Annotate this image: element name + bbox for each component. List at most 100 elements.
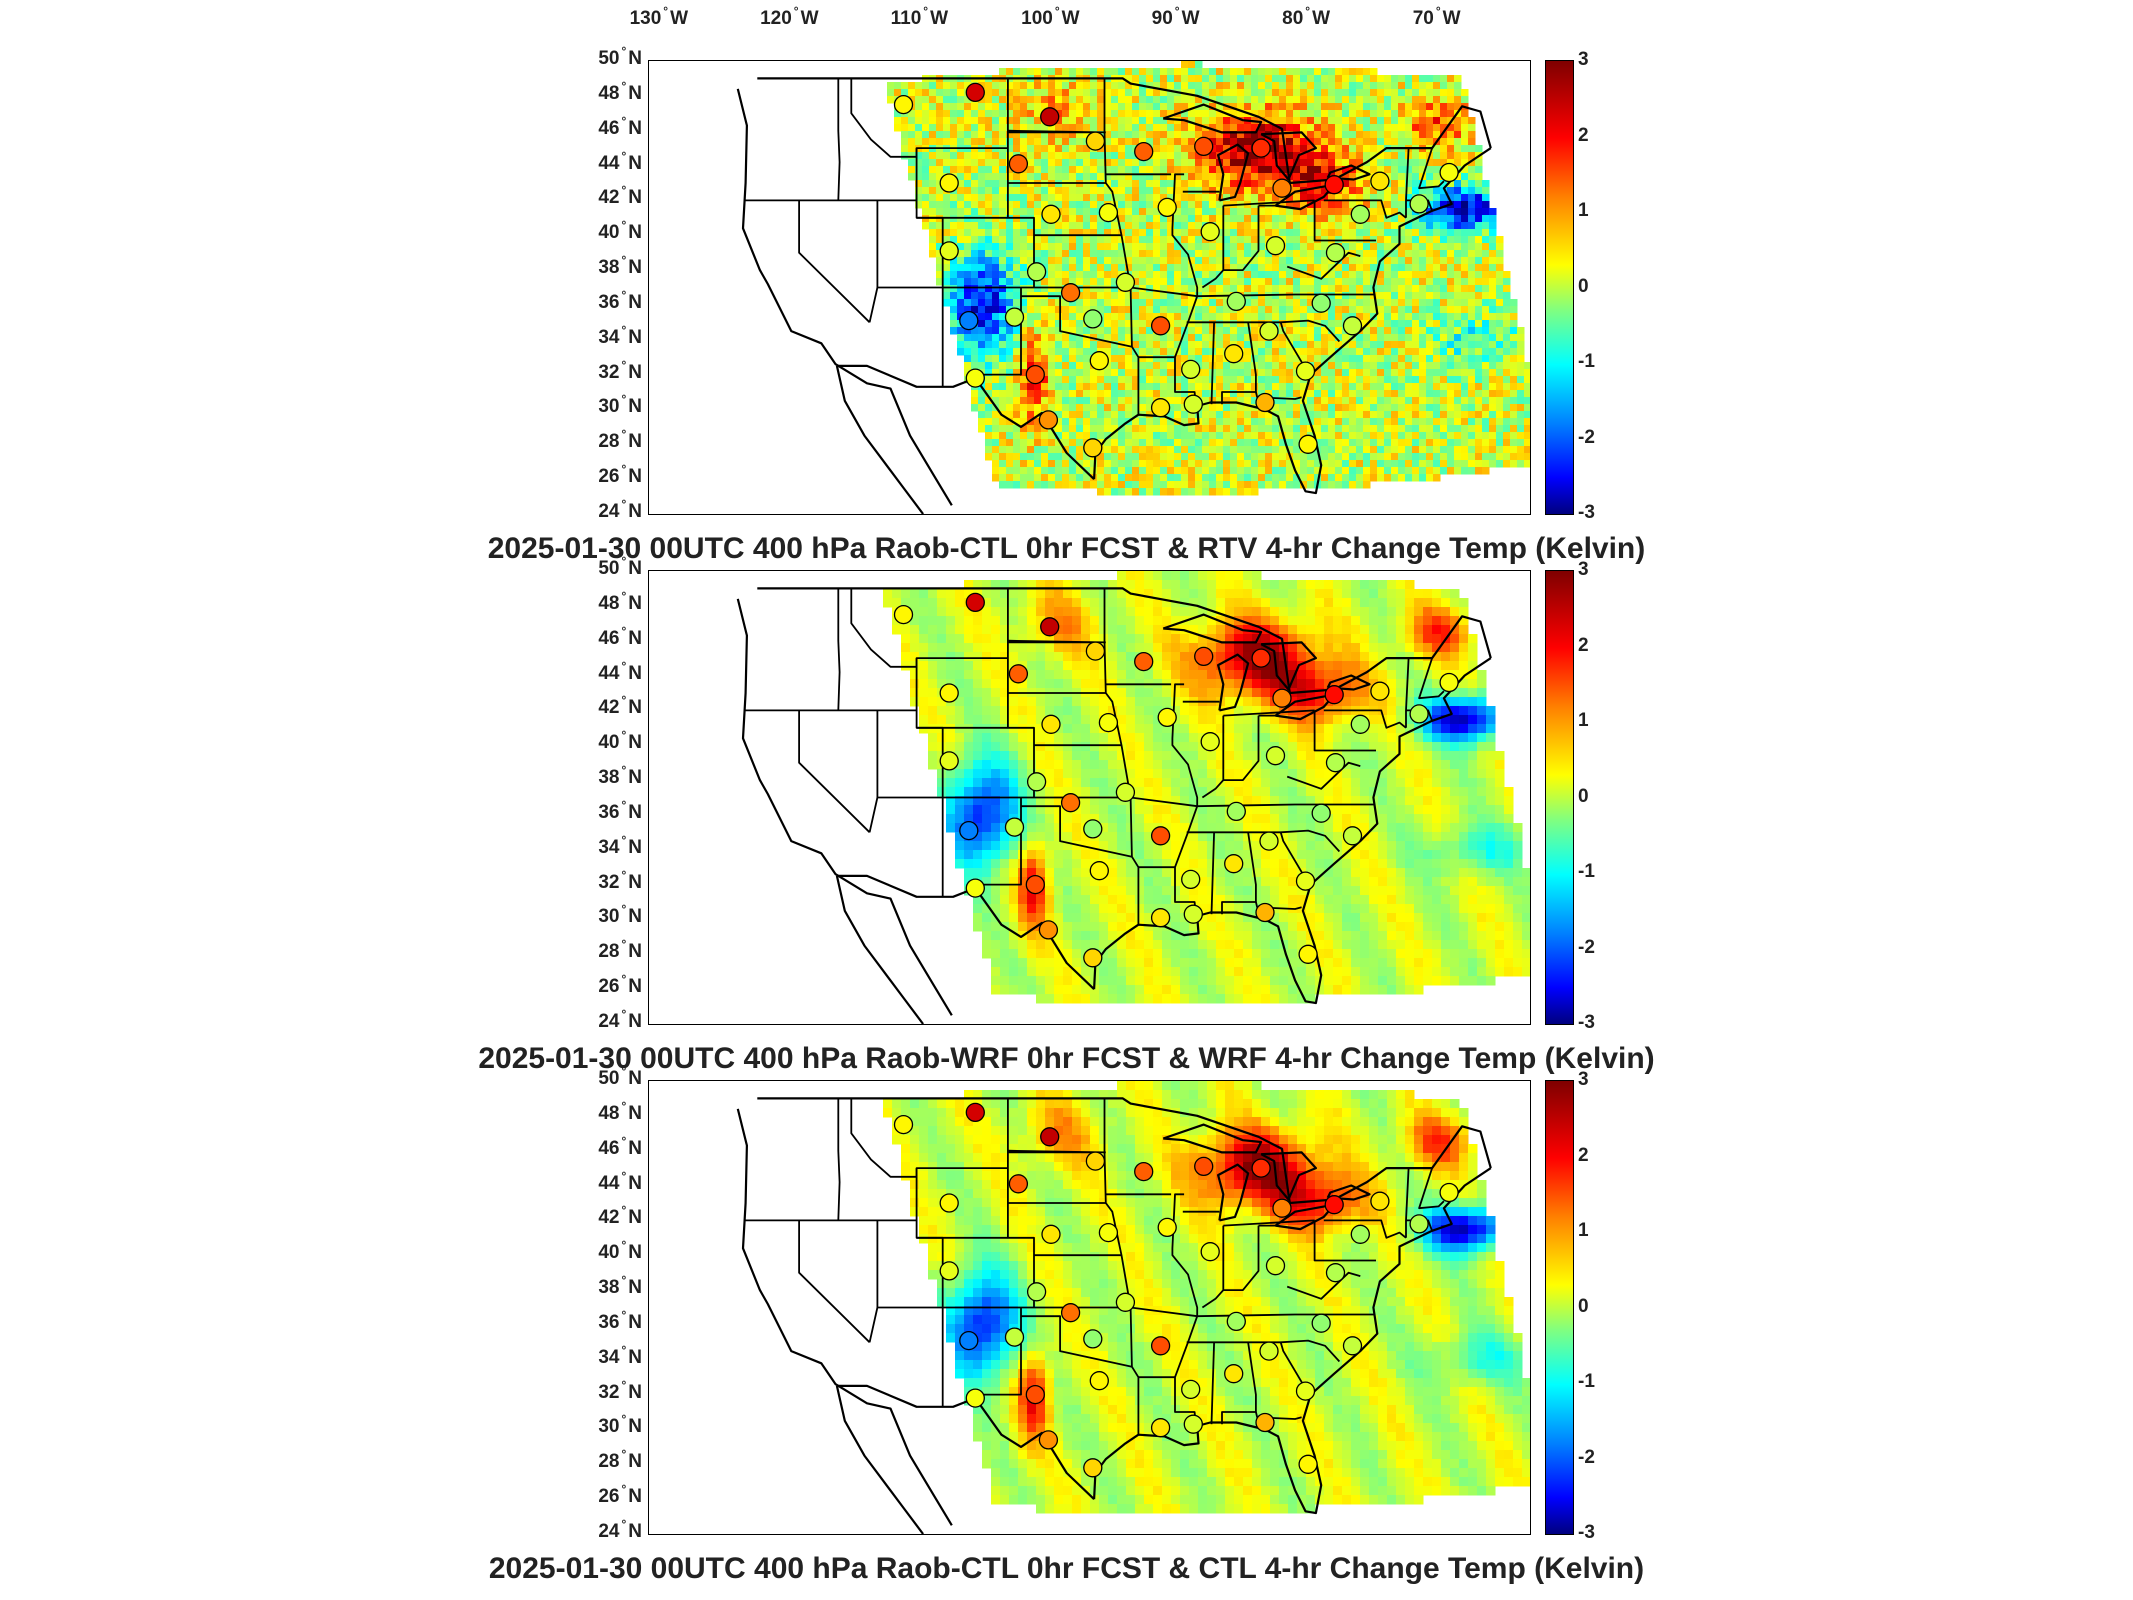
field-cell [1391, 460, 1399, 468]
field-cell [1223, 285, 1231, 293]
field-cell [1321, 278, 1329, 286]
field-cell [1377, 89, 1385, 97]
field-cell [1195, 208, 1203, 216]
field-cell [1027, 320, 1035, 328]
field-cell [971, 173, 979, 181]
field-cell [1090, 432, 1098, 440]
field-cell [1139, 306, 1147, 314]
field-cell [1391, 306, 1399, 314]
latitude-value: 36 [598, 291, 620, 313]
field-cell [1055, 145, 1063, 153]
field-cell [1027, 481, 1035, 489]
field-cell [1286, 369, 1294, 377]
field-cell [1496, 446, 1504, 454]
field-cell [1048, 271, 1056, 279]
field-cell [1069, 250, 1077, 258]
field-cell [1503, 299, 1511, 307]
field-cell [978, 292, 986, 300]
field-cell [1006, 299, 1014, 307]
field-cell [943, 110, 951, 118]
field-cell [1468, 285, 1476, 293]
field-cell [1125, 397, 1133, 405]
field-cell [1034, 278, 1042, 286]
field-cell [1426, 439, 1434, 447]
field-cell [1083, 236, 1091, 244]
field-cell [1391, 131, 1399, 139]
field-cell [1419, 152, 1427, 160]
state-line [1286, 251, 1361, 280]
field-cell [1083, 341, 1091, 349]
field-cell [992, 460, 1000, 468]
field-cell [1139, 173, 1147, 181]
field-cell [1419, 243, 1427, 251]
field-cell [1307, 481, 1315, 489]
field-cell [1083, 145, 1091, 153]
field-cell [1174, 432, 1182, 440]
field-cell [1027, 173, 1035, 181]
field-cell [1412, 474, 1420, 482]
station-marker [965, 82, 985, 103]
state-line [1265, 319, 1341, 343]
field-cell [1153, 467, 1161, 475]
field-cell [1013, 124, 1021, 132]
field-cell [1398, 243, 1406, 251]
field-cell [1412, 131, 1420, 139]
field-cell [1321, 369, 1329, 377]
field-cell [1293, 327, 1301, 335]
field-cell [1160, 376, 1168, 384]
field-cell [1069, 432, 1077, 440]
field-cell [1293, 208, 1301, 216]
field-cell [1027, 187, 1035, 195]
field-cell [1307, 222, 1315, 230]
field-cell [1524, 418, 1530, 426]
field-cell [1041, 152, 1049, 160]
field-cell [1083, 460, 1091, 468]
field-cell [1342, 173, 1350, 181]
field-cell [1006, 446, 1014, 454]
field-cell [1461, 138, 1469, 146]
field-cell [1370, 320, 1378, 328]
field-cell [1125, 110, 1133, 118]
field-cell [1153, 117, 1161, 125]
field-cell [1398, 229, 1406, 237]
field-cell [887, 89, 895, 97]
field-cell [1118, 348, 1126, 356]
field-cell [1279, 467, 1287, 475]
field-cell [1202, 432, 1210, 440]
field-cell [1426, 376, 1434, 384]
field-cell [1426, 82, 1434, 90]
field-cell [1300, 180, 1308, 188]
field-cell [1041, 467, 1049, 475]
field-cell [1048, 236, 1056, 244]
field-cell [1020, 334, 1028, 342]
field-cell [1433, 152, 1441, 160]
field-cell [1090, 383, 1098, 391]
field-cell [1286, 117, 1294, 125]
field-cell [1279, 383, 1287, 391]
field-cell [1405, 89, 1413, 97]
field-cell [1230, 425, 1238, 433]
field-cell [1398, 320, 1406, 328]
field-cell [950, 159, 958, 167]
field-cell [1076, 257, 1084, 265]
field-cell [1265, 82, 1273, 90]
field-cell [1447, 348, 1455, 356]
field-cell [1286, 278, 1294, 286]
field-cell [1167, 383, 1175, 391]
field-cell [1118, 166, 1126, 174]
field-cell [1419, 124, 1427, 132]
field-cell [1223, 390, 1231, 398]
latitude-suffix: N [628, 82, 642, 104]
degree-symbol: ° [621, 183, 627, 198]
field-cell [1209, 488, 1217, 496]
field-cell [1083, 173, 1091, 181]
field-cell [1181, 467, 1189, 475]
degree-symbol: ° [1054, 4, 1060, 18]
field-cell [1020, 264, 1028, 272]
field-cell [1440, 460, 1448, 468]
field-cell [1062, 243, 1070, 251]
field-cell [1209, 327, 1217, 335]
field-cell [1027, 138, 1035, 146]
latitude-value: 32 [598, 361, 620, 383]
field-cell [978, 313, 986, 321]
